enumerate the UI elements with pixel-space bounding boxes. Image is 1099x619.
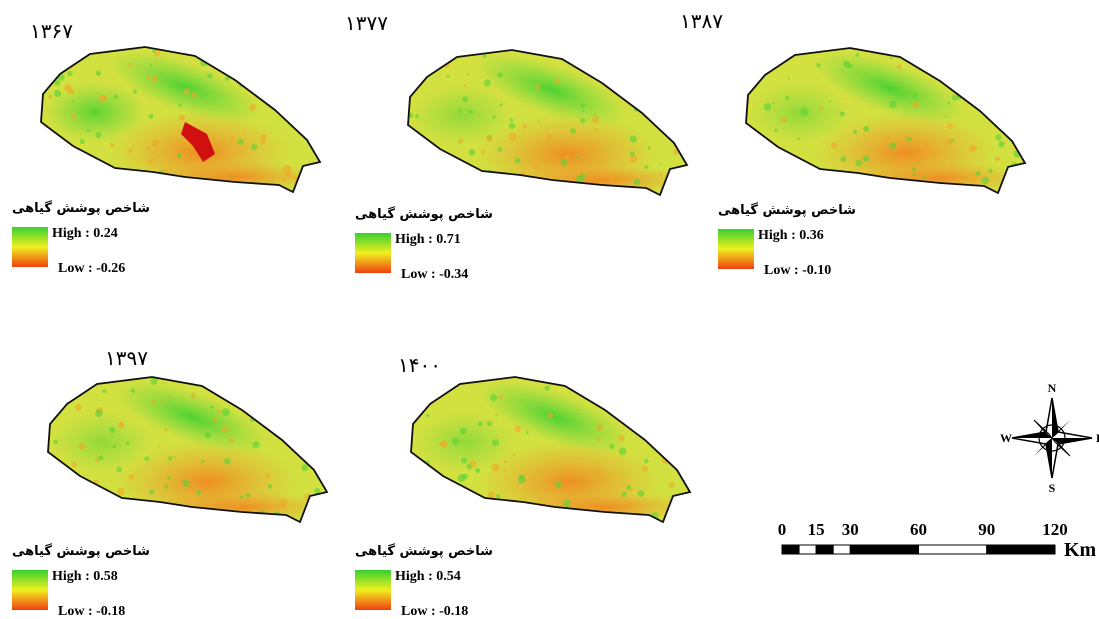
green-area [750,83,850,143]
green-area [412,85,512,145]
legend-title: شاخص پوشش گیاهی [355,543,493,559]
scale-segment [799,545,816,554]
legend-high: High : 0.58 [52,569,118,584]
legend-ramp [355,233,391,273]
map-panel [40,366,332,527]
year-label: ۱۴۰۰ [398,353,441,377]
legend-ramp [718,229,754,269]
compass-n: N [1048,381,1057,395]
scale-segment [987,545,1055,554]
year-label: ۱۳۸۷ [680,9,723,33]
legend-high: High : 0.54 [395,569,461,584]
legend-low: Low : -0.34 [401,267,468,282]
compass-s: S [1049,481,1056,495]
year-label: ۱۳۹۷ [105,346,148,370]
figure: N S E W Km 0 15 30 60 90 120 ۱۳۶۷ شاخص پوشش گی… [0,0,1099,619]
year-label: ۱۳۷۷ [345,11,388,35]
map-panel [740,37,1030,198]
legend-low: Low : -0.10 [764,263,831,278]
map-panel [402,39,692,200]
scale-label: 30 [842,520,859,539]
legend-low: Low : -0.26 [58,261,125,276]
scale-segment [919,545,987,554]
legend-title: شاخص پوشش گیاهی [355,206,493,222]
legend-high: High : 0.24 [52,226,118,241]
legend-low: Low : -0.18 [401,604,468,619]
north-arrow: N S E W [1000,381,1099,495]
scale-label: 90 [978,520,995,539]
map-panel [34,36,325,197]
map-panel [405,366,695,527]
legend-title: شاخص پوشش گیاهی [12,200,150,216]
scale-segment [782,545,799,554]
legend-ramp [12,570,48,610]
legend-high: High : 0.36 [758,228,824,243]
legend-title: شاخص پوشش گیاهی [12,543,150,559]
year-label: ۱۳۶۷ [30,19,73,43]
legend-ramp [12,227,48,267]
scale-bar: Km 0 15 30 60 90 120 [778,520,1097,561]
scale-segment [816,545,833,554]
scale-label: 15 [808,520,825,539]
legend-ramp [355,570,391,610]
legend-low: Low : -0.18 [58,604,125,619]
scale-unit: Km [1064,539,1097,561]
scale-label: 120 [1042,520,1068,539]
scale-label: 0 [778,520,787,539]
scale-label: 60 [910,520,927,539]
green-area [52,412,152,472]
legend-title: شاخص پوشش گیاهی [718,202,856,218]
scale-segment [833,545,850,554]
scale-segment [850,545,918,554]
compass-w: W [1000,431,1012,445]
legend-high: High : 0.71 [395,232,461,247]
